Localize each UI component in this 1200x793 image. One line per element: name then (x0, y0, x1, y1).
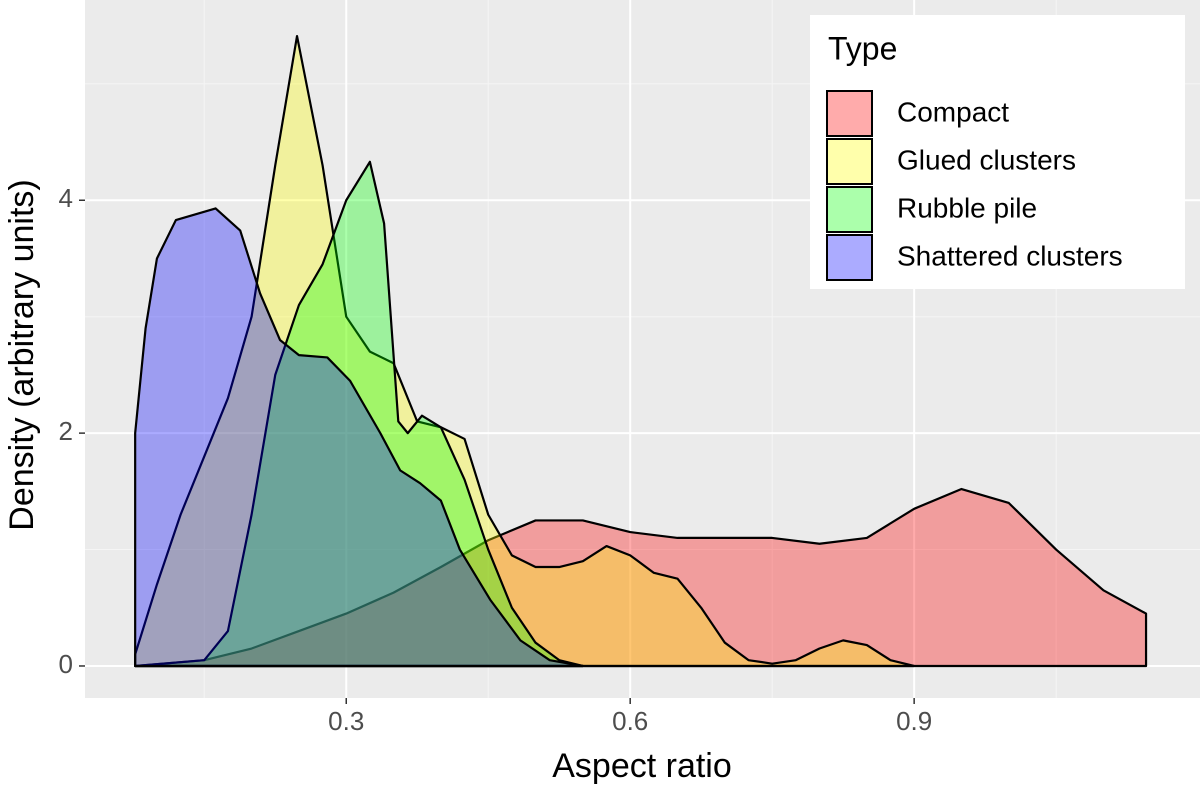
y-tick-label: 0 (59, 649, 73, 679)
density-area (134, 34, 916, 668)
legend-label: Compact (897, 96, 1009, 127)
legend-key-bg (826, 186, 873, 233)
legend-key-bg (826, 90, 873, 137)
legend-key-bg (826, 138, 873, 185)
legend-key-bg (826, 234, 873, 281)
x-tick-label: 0.3 (328, 706, 364, 736)
y-tick-label: 2 (59, 416, 73, 446)
legend-key (826, 138, 873, 185)
legend-label: Rubble pile (897, 192, 1037, 223)
legend-label: Shattered clusters (897, 240, 1123, 271)
density-area (134, 487, 1148, 668)
x-tick-label: 0.9 (896, 706, 932, 736)
x-axis-title: Aspect ratio (552, 747, 732, 785)
density-area (134, 207, 584, 668)
x-tick-label: 0.6 (612, 706, 648, 736)
legend-key (826, 90, 873, 137)
density-area (134, 160, 584, 668)
legend-title: Type (828, 30, 897, 66)
legend-key (826, 234, 873, 281)
y-tick-label: 4 (59, 183, 73, 213)
legend-label: Glued clusters (897, 144, 1076, 175)
y-axis-title: Density (arbitrary units) (3, 179, 41, 530)
legend-key (826, 186, 873, 233)
